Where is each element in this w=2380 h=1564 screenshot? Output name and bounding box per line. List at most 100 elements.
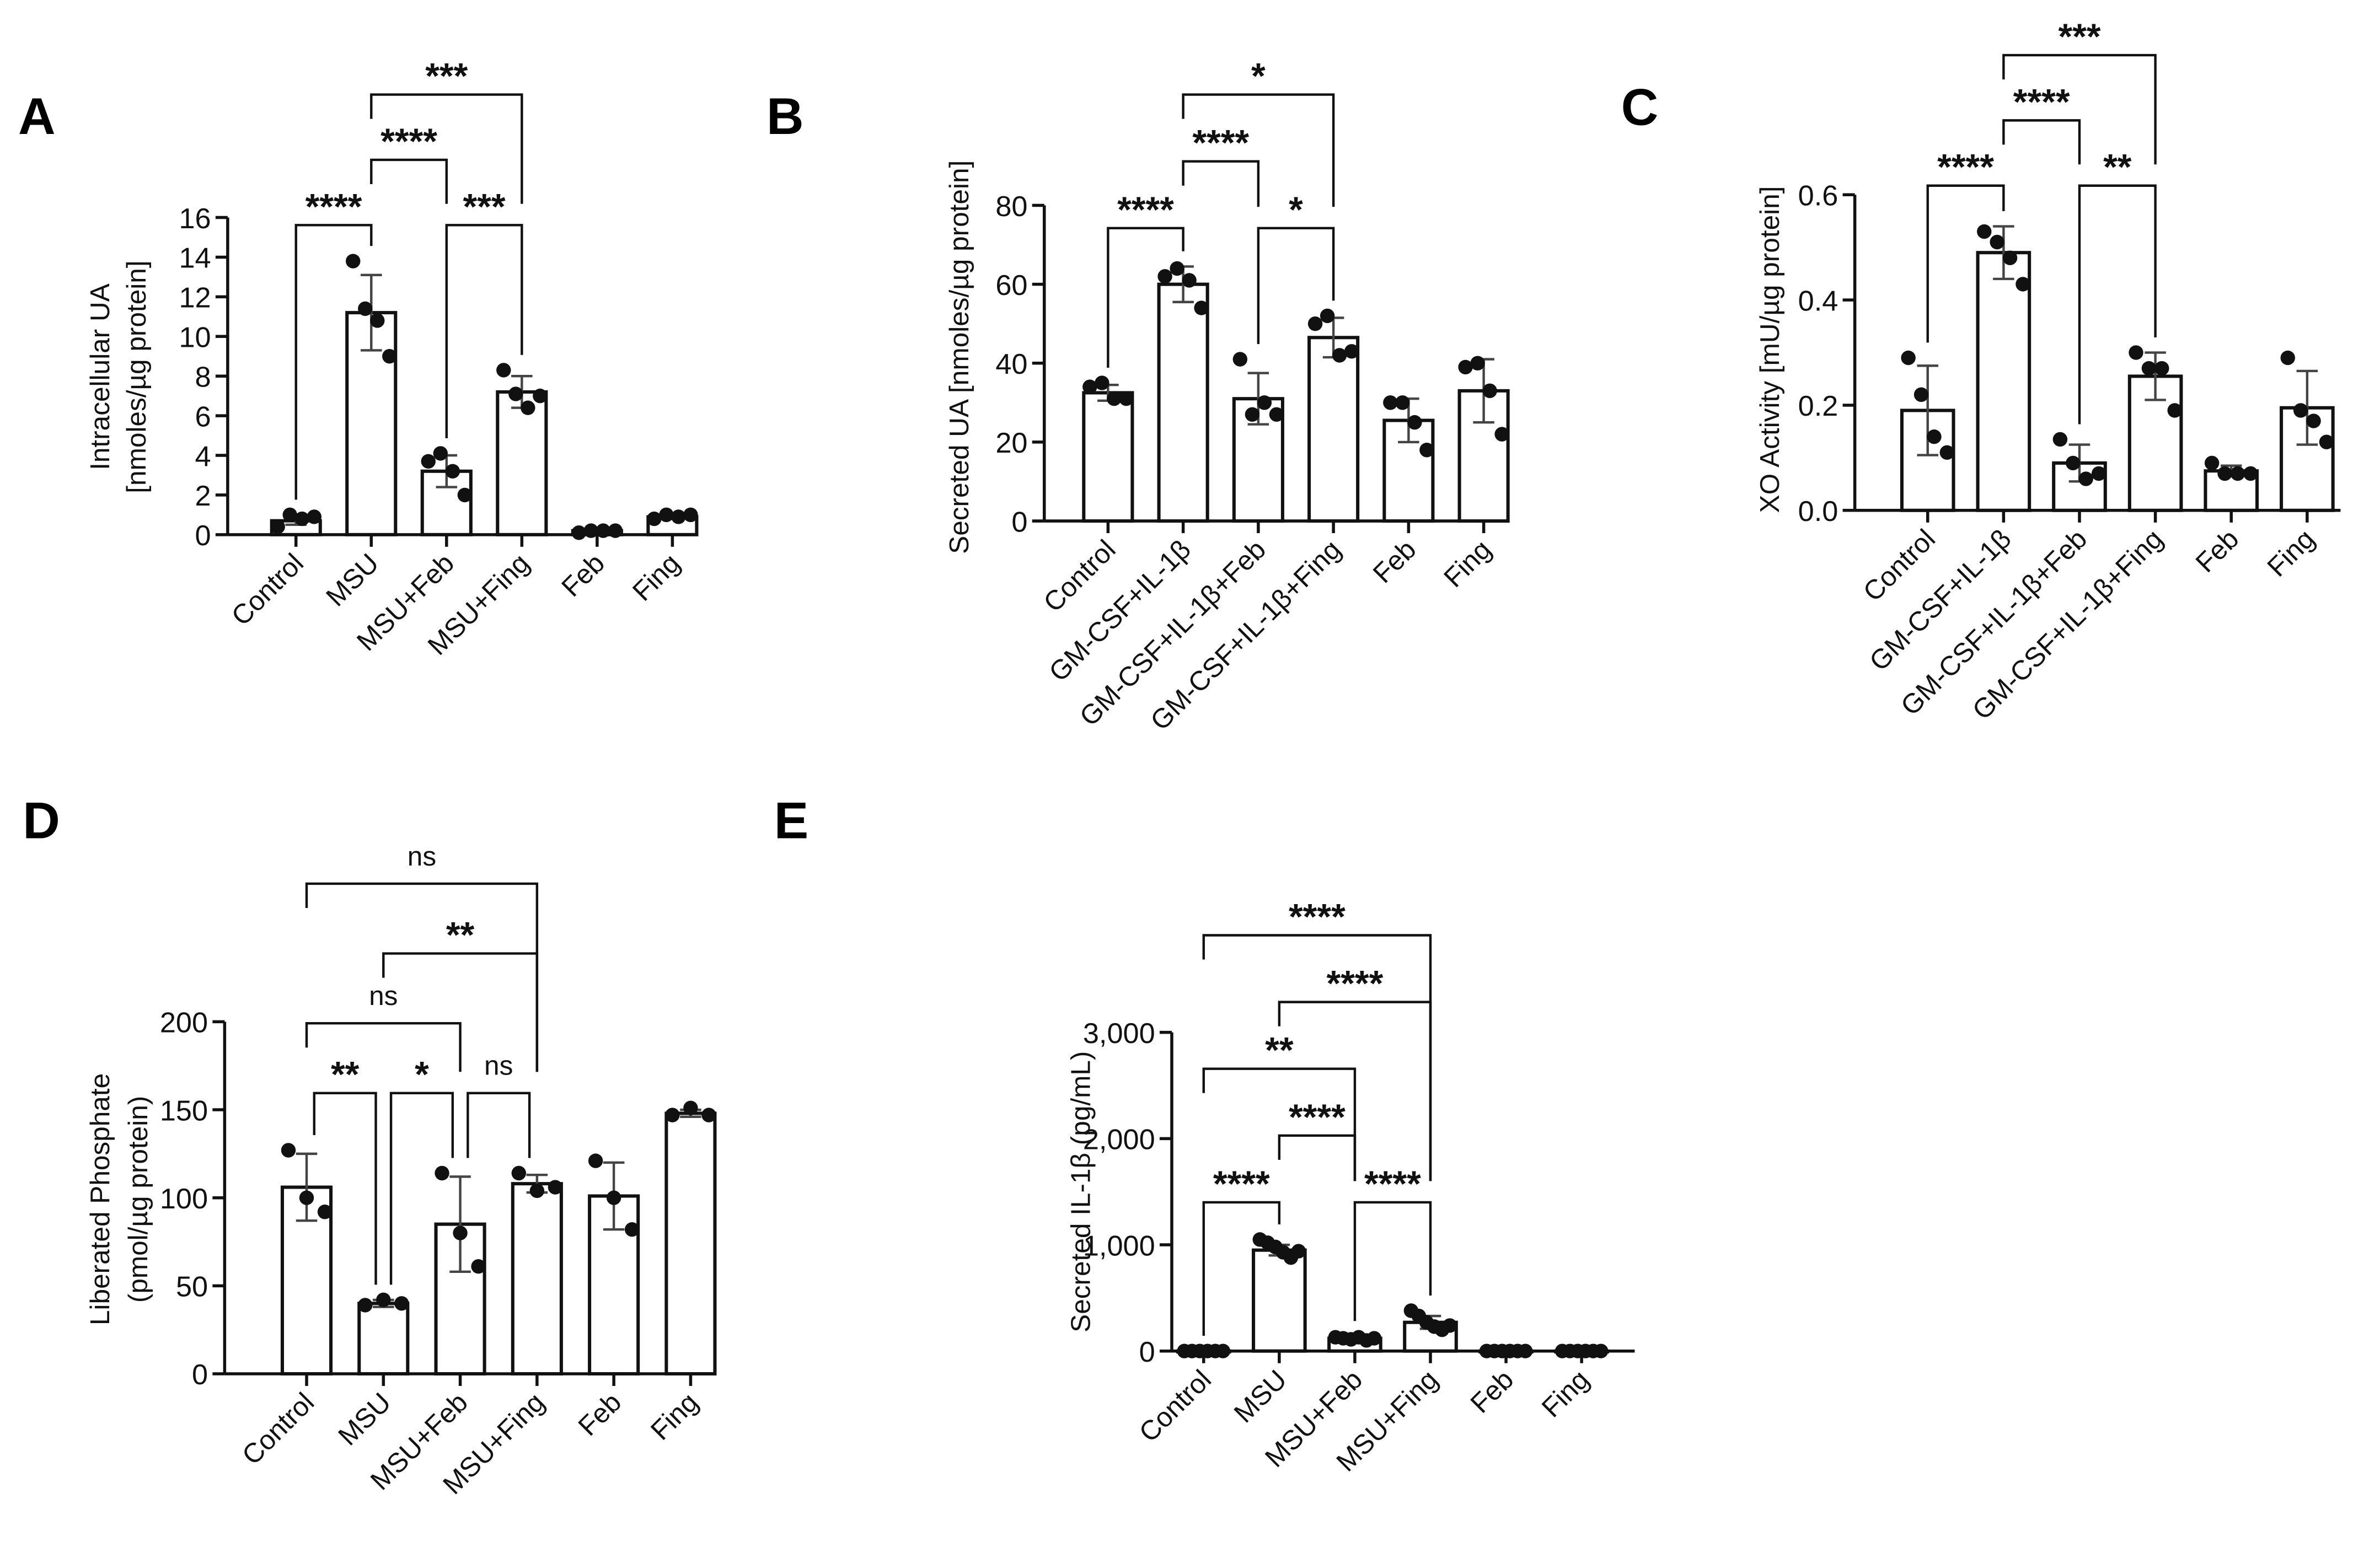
bar-msu xyxy=(1252,1248,1307,1353)
data-point xyxy=(1307,316,1323,331)
x-tick-label: Feb xyxy=(572,1387,627,1442)
data-point xyxy=(1470,356,1485,371)
data-point xyxy=(1170,261,1184,276)
y-axis-label: Liberated Phosphate xyxy=(85,1073,115,1325)
data-point xyxy=(445,464,460,479)
data-point xyxy=(435,1165,449,1181)
data-point xyxy=(1245,407,1260,422)
data-point xyxy=(521,400,535,415)
data-point xyxy=(376,1292,391,1308)
data-point xyxy=(1344,344,1359,359)
significance-bracket xyxy=(294,224,373,500)
data-point xyxy=(508,386,523,401)
significance-label: ns xyxy=(484,1051,513,1081)
data-point xyxy=(2052,432,2068,447)
data-point xyxy=(1407,415,1422,430)
data-point xyxy=(2293,403,2308,418)
y-tick-label: 8 xyxy=(195,361,211,393)
y-tick-label: 50 xyxy=(176,1271,208,1303)
significance-bracket xyxy=(1202,1067,1357,1181)
data-point xyxy=(624,1222,640,1237)
y-tick-label: 0.4 xyxy=(1798,285,1838,317)
data-point xyxy=(382,349,397,364)
y-tick-label: 10 xyxy=(179,322,211,354)
x-tick-label: MSU xyxy=(320,548,385,612)
significance-bracket xyxy=(1926,184,2005,343)
data-point xyxy=(282,507,297,523)
data-point xyxy=(2217,466,2232,481)
data-point xyxy=(2280,350,2295,366)
data-point xyxy=(2306,413,2321,428)
y-tick-label: 0.0 xyxy=(1798,496,1838,528)
data-point xyxy=(1182,273,1197,288)
significance-bracket xyxy=(1278,1134,1357,1181)
significance-bracket xyxy=(1107,227,1184,368)
data-point xyxy=(2319,434,2334,449)
data-point xyxy=(358,1298,373,1313)
panel-letter: A xyxy=(18,87,56,145)
significance-bracket xyxy=(2078,184,2157,424)
y-axis-label: Intracellular UA xyxy=(85,283,115,470)
data-point xyxy=(665,1108,680,1122)
y-tick-label: 0.2 xyxy=(1798,390,1838,422)
data-point xyxy=(608,523,623,538)
bar-msu-fing xyxy=(511,1182,563,1376)
significance-label: *** xyxy=(425,56,468,96)
data-point xyxy=(596,523,611,538)
significance-bracket xyxy=(1182,160,1260,207)
data-point xyxy=(647,511,662,526)
data-point xyxy=(421,454,436,469)
x-tick-label: Feb xyxy=(2190,524,2244,578)
data-point xyxy=(299,1190,314,1205)
bar-msu-fing xyxy=(496,390,548,536)
data-point xyxy=(2243,466,2258,481)
y-tick-label: 4 xyxy=(195,440,211,472)
data-point xyxy=(471,1259,486,1274)
y-tick-label: 14 xyxy=(179,243,211,275)
significance-bracket xyxy=(2002,119,2081,165)
significance-label: ** xyxy=(331,1054,360,1095)
data-point xyxy=(1901,350,1916,366)
data-point xyxy=(2129,345,2143,360)
significance-label: **** xyxy=(1117,189,1174,230)
data-point xyxy=(346,254,361,268)
data-point xyxy=(671,509,686,524)
y-tick-label: 3,000 xyxy=(1083,1018,1155,1050)
significance-bracket xyxy=(370,158,448,204)
y-tick-label: 2 xyxy=(195,480,211,512)
significance-bracket xyxy=(305,1022,462,1072)
data-point xyxy=(2167,403,2182,418)
data-point xyxy=(294,511,309,526)
bar-gm-csf-il-1-fing xyxy=(1307,336,1360,523)
data-point xyxy=(1320,308,1335,324)
data-point xyxy=(2066,455,2081,471)
y-tick-label: 12 xyxy=(179,282,211,314)
data-point xyxy=(1482,383,1497,399)
y-tick-label: 0 xyxy=(1139,1336,1155,1368)
x-tick-label: Fing xyxy=(1536,1364,1595,1423)
data-point xyxy=(2154,361,2169,376)
data-point xyxy=(1977,224,1992,239)
panel-a: A 0 2 4 6 8 10 12 14 16 Intracellular UA [nmoles/µg… xyxy=(18,56,699,661)
data-point xyxy=(1927,429,1942,444)
panel-c: C 0.0 0.2 0.4 0.6 XO Activity [mU/µg protein]… xyxy=(1621,16,2341,725)
panel-letter: E xyxy=(774,791,808,849)
y-axis-label: Secreted UA [nmoles/µg protein] xyxy=(944,160,974,554)
significance-label: ** xyxy=(2103,147,2132,187)
data-point xyxy=(659,507,674,523)
y-tick-label: 100 xyxy=(160,1183,208,1215)
data-point xyxy=(588,1153,603,1168)
data-point xyxy=(358,301,373,316)
significance-label: ** xyxy=(1265,1030,1294,1071)
data-point xyxy=(1257,395,1272,410)
significance-bracket xyxy=(389,1092,454,1285)
bar-control xyxy=(1082,391,1134,523)
data-point xyxy=(533,388,548,404)
y-axis-label: Secreted IL-1β (pg/mL) xyxy=(1065,1051,1096,1332)
data-point xyxy=(583,523,599,538)
x-tick-label: Feb xyxy=(556,548,610,603)
significance-label: * xyxy=(1289,189,1303,230)
panel-d: D 0 50 100 150 200 Liberated Phosphate (pmol/µg… xyxy=(23,791,717,1500)
data-point xyxy=(394,1296,409,1311)
